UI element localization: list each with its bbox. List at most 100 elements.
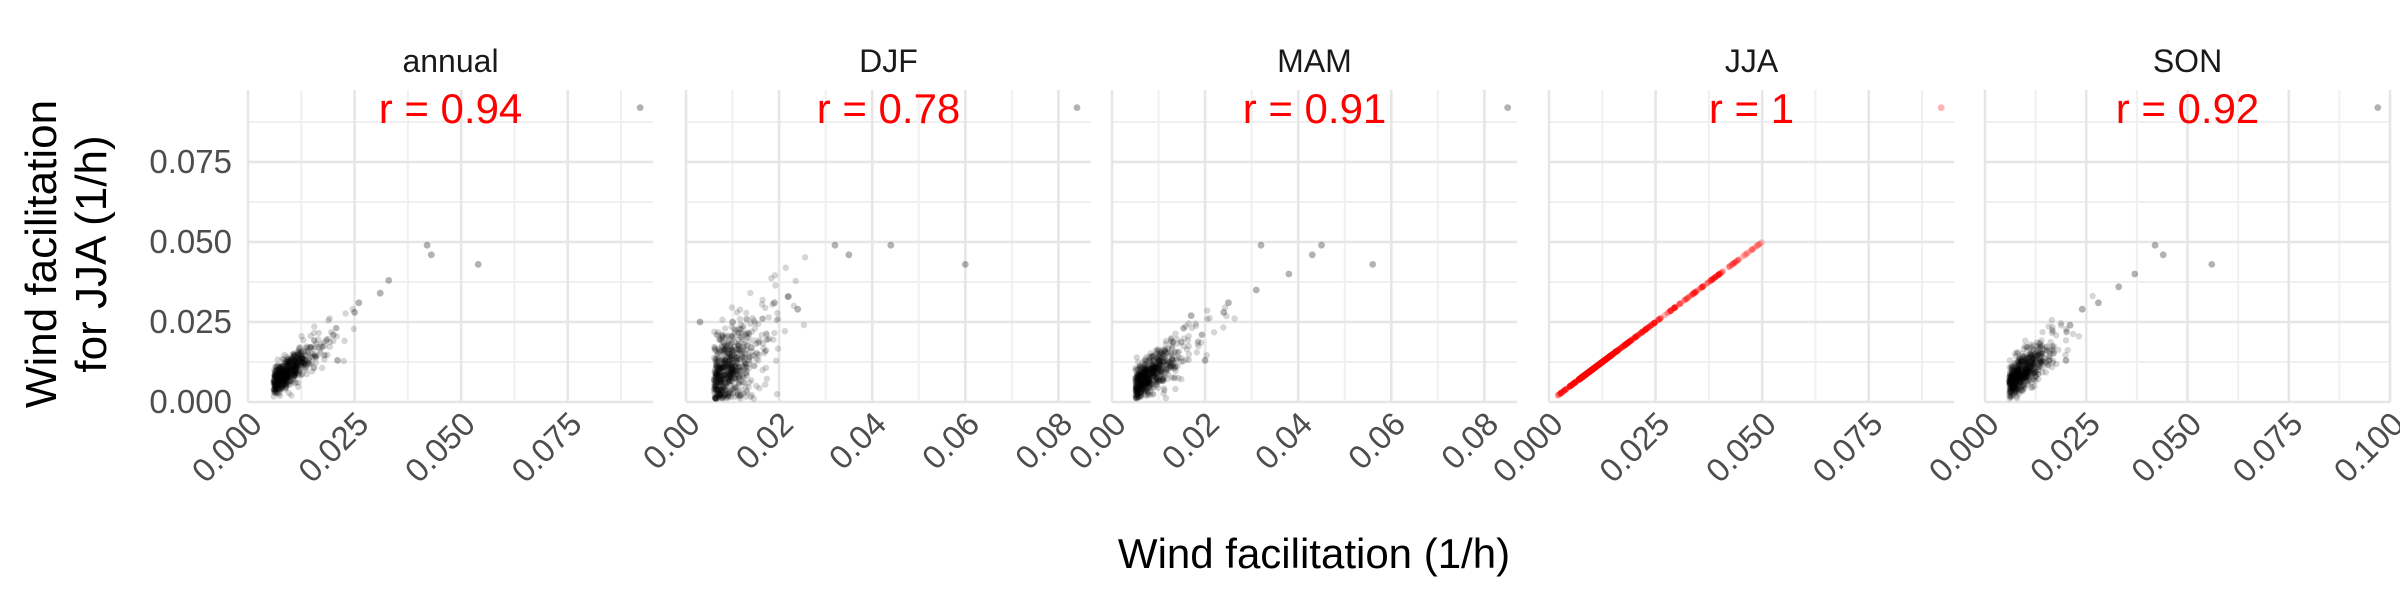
data-point (276, 378, 284, 385)
data-point (302, 362, 310, 369)
data-point (712, 346, 719, 353)
data-point (715, 369, 722, 376)
outlier-point (771, 299, 778, 307)
data-point (733, 349, 740, 356)
data-point (755, 351, 763, 359)
data-point (728, 339, 736, 346)
data-point (725, 394, 732, 401)
data-point (713, 361, 720, 369)
x-tick-label: 0.04 (822, 405, 894, 477)
data-point (284, 366, 291, 374)
data-point (272, 386, 279, 393)
data-point (284, 379, 291, 386)
data-point (284, 363, 292, 370)
data-point (275, 375, 282, 382)
data-point (288, 355, 295, 363)
data-point (718, 375, 725, 382)
data-point (285, 374, 292, 381)
data-point (722, 395, 730, 402)
data-point (312, 359, 319, 366)
data-point (303, 371, 310, 378)
data-point (284, 362, 291, 369)
data-point (276, 371, 283, 378)
data-point (735, 367, 742, 374)
x-tick-label: 0.075 (2225, 405, 2310, 490)
data-point (293, 358, 300, 365)
data-point (288, 378, 295, 385)
data-point (743, 333, 751, 341)
data-point (741, 359, 748, 366)
data-point (722, 379, 729, 386)
data-point (289, 367, 296, 374)
data-point (735, 342, 743, 350)
data-point (737, 345, 744, 352)
data-point (730, 343, 738, 351)
data-point (728, 365, 736, 372)
data-point (1160, 390, 1167, 397)
data-point (728, 345, 735, 352)
data-point (739, 354, 746, 361)
data-point (725, 373, 732, 380)
data-point (1137, 380, 1144, 387)
data-point (721, 348, 728, 355)
data-point (299, 359, 307, 366)
data-point (743, 389, 750, 396)
data-point (277, 371, 284, 378)
data-point (729, 385, 736, 392)
data-point (717, 365, 725, 372)
data-point (733, 349, 740, 357)
data-point (715, 387, 722, 394)
data-point (714, 363, 721, 370)
data-point (710, 376, 718, 384)
data-point (750, 337, 757, 344)
data-point (289, 367, 297, 374)
data-point (754, 339, 762, 347)
data-point (281, 374, 289, 382)
x-tick-label: 0.02 (1154, 405, 1226, 477)
data-point (292, 368, 299, 376)
data-point (284, 361, 291, 368)
data-point (721, 360, 729, 367)
data-point (732, 346, 740, 354)
data-point (712, 355, 719, 362)
data-point (278, 367, 285, 375)
data-point (725, 371, 732, 378)
scatter-points (270, 104, 644, 400)
data-point (279, 371, 286, 378)
data-point (279, 381, 287, 388)
data-point (724, 370, 731, 377)
data-point (277, 369, 285, 376)
data-point (291, 370, 298, 377)
data-point (290, 376, 297, 383)
data-point (277, 367, 284, 374)
data-point (711, 369, 718, 376)
data-point (274, 374, 281, 382)
data-point (1142, 377, 1149, 384)
data-point (285, 359, 292, 366)
data-point (292, 379, 300, 386)
data-point (287, 377, 294, 385)
data-point (272, 372, 279, 379)
data-point (714, 350, 722, 357)
data-point (710, 388, 718, 395)
data-point (288, 358, 295, 365)
data-point (311, 351, 319, 359)
data-point (279, 375, 286, 383)
data-point (727, 389, 735, 397)
data-point (713, 371, 721, 379)
data-point (283, 372, 290, 379)
data-point (284, 370, 292, 377)
data-point (744, 346, 751, 353)
data-point (1595, 361, 1603, 368)
data-point (762, 347, 769, 355)
data-point (720, 392, 727, 399)
data-point (721, 346, 728, 354)
data-point (713, 364, 720, 371)
data-point (721, 393, 728, 400)
data-point (286, 372, 293, 380)
data-point (717, 391, 724, 398)
data-point (277, 368, 284, 375)
data-point (299, 355, 306, 362)
data-point (721, 371, 729, 379)
